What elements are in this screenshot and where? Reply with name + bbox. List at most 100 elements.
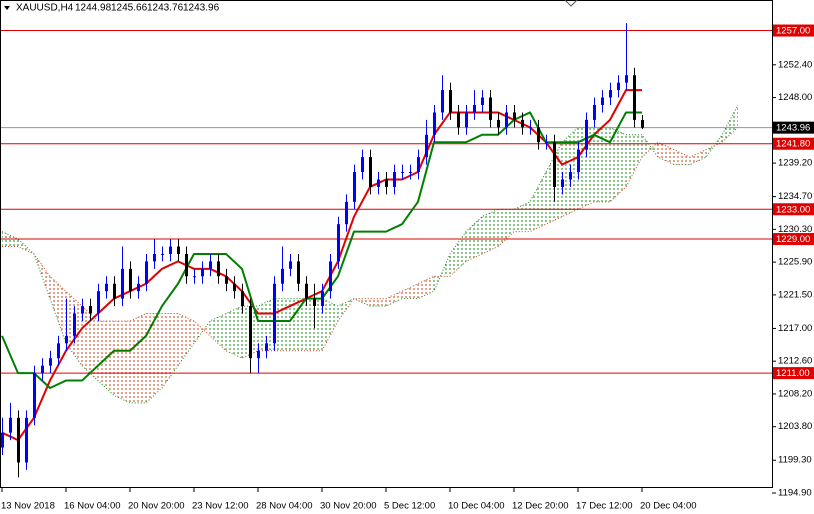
- x-tick-label: 23 Nov 12:00: [192, 501, 249, 512]
- candle-body: [409, 172, 412, 174]
- candle-body: [153, 253, 156, 262]
- candle-body: [457, 112, 460, 128]
- y-tick-label: 1203.80: [778, 421, 812, 432]
- level-label: 1211.00: [776, 368, 810, 379]
- cloud-segment: [290, 298, 306, 351]
- candle-body: [313, 298, 316, 307]
- x-tick-label: 20 Dec 04:00: [640, 501, 697, 512]
- cloud-segment: [674, 149, 690, 165]
- level-box: [773, 137, 814, 150]
- candle-body: [609, 90, 612, 98]
- cloud-segment: [322, 298, 338, 351]
- candle-body: [169, 246, 172, 254]
- candle-body: [425, 134, 428, 158]
- menu-arrow[interactable]: [4, 6, 10, 10]
- candle-body: [81, 306, 84, 314]
- candle-body: [113, 283, 116, 299]
- candle-body: [441, 90, 444, 113]
- candle-body: [257, 350, 260, 359]
- candle-body: [385, 179, 388, 187]
- x-tick-label: 10 Dec 04:00: [448, 501, 505, 512]
- y-tick-label: 1252.40: [778, 59, 812, 70]
- candle-body: [273, 283, 276, 344]
- candle-body: [393, 172, 396, 187]
- candle-body: [121, 268, 124, 299]
- cloud-segment: [258, 298, 274, 351]
- level-label: 1233.00: [776, 204, 810, 215]
- cloud-segment: [370, 298, 386, 307]
- candle-body: [625, 75, 628, 83]
- candle-body: [633, 75, 636, 120]
- candle-body: [217, 261, 220, 277]
- cloud-segment: [594, 127, 610, 202]
- candle-body: [601, 97, 604, 106]
- candle-body: [25, 417, 28, 463]
- cloud-segment: [434, 253, 450, 292]
- y-tick-label: 1234.70: [778, 191, 812, 202]
- candle-body: [145, 261, 148, 284]
- candle-body: [1, 432, 4, 448]
- candle-body: [209, 261, 212, 269]
- candle-body: [553, 142, 556, 187]
- candle-body: [473, 105, 476, 113]
- quote-open: 1244.98: [75, 3, 112, 14]
- candle-body: [529, 127, 532, 129]
- candle-body: [545, 142, 548, 144]
- candle-body: [569, 172, 572, 180]
- y-tick-label: 1194.90: [778, 488, 812, 499]
- candle-body: [329, 261, 332, 292]
- cloud-segment: [50, 276, 66, 344]
- cloud-segment: [498, 209, 514, 247]
- y-tick-label: 1248.00: [778, 92, 812, 103]
- cloud-segment: [626, 134, 642, 187]
- cloud-segment: [114, 320, 130, 403]
- candle-body: [417, 157, 420, 173]
- candle-body: [593, 105, 596, 120]
- quote-low: 1243.76: [147, 3, 184, 14]
- candle-body: [105, 283, 108, 292]
- cloud-segment: [130, 313, 146, 403]
- candle-body: [289, 261, 292, 269]
- candle-body: [521, 119, 524, 128]
- candle-body: [465, 112, 468, 128]
- candle-body: [537, 127, 540, 143]
- y-tick-label: 1199.30: [778, 455, 812, 466]
- candle-body: [161, 253, 164, 255]
- quote-close: 1243.96: [183, 3, 220, 14]
- candle-body: [249, 306, 252, 359]
- candle-body: [225, 276, 228, 284]
- level-box: [773, 24, 814, 37]
- cloud-segment: [482, 209, 498, 254]
- cloud-segment: [146, 313, 162, 403]
- candle-body: [129, 268, 132, 292]
- candle-body: [297, 261, 300, 284]
- candle-body: [17, 417, 20, 463]
- candle-body: [89, 306, 92, 314]
- candle-body: [65, 335, 68, 344]
- candle-body: [233, 283, 236, 292]
- candle-body: [377, 179, 380, 187]
- candle-body: [505, 112, 508, 128]
- candle-body: [49, 358, 52, 366]
- cloud-segment: [642, 134, 658, 158]
- candle-body: [201, 268, 204, 277]
- candle-body: [41, 365, 44, 374]
- level-box: [773, 367, 814, 380]
- cloud-segment: [194, 320, 210, 344]
- cloud-segment: [210, 313, 226, 351]
- candle-body: [57, 343, 60, 359]
- cloud-segment: [226, 306, 242, 359]
- candle-body: [369, 157, 372, 187]
- cloud-segment: [386, 291, 402, 307]
- y-tick-label: 1217.00: [778, 323, 812, 334]
- candle-body: [433, 112, 436, 135]
- candle-body: [305, 283, 308, 299]
- current-price-label: 1243.96: [776, 123, 810, 134]
- candle-body: [577, 149, 580, 173]
- level-label: 1257.00: [776, 26, 810, 37]
- level-label: 1229.00: [776, 234, 810, 245]
- candle-body: [481, 97, 484, 106]
- candle-body: [401, 172, 404, 174]
- x-tick-label: 17 Dec 12:00: [576, 501, 633, 512]
- candle-body: [497, 119, 500, 128]
